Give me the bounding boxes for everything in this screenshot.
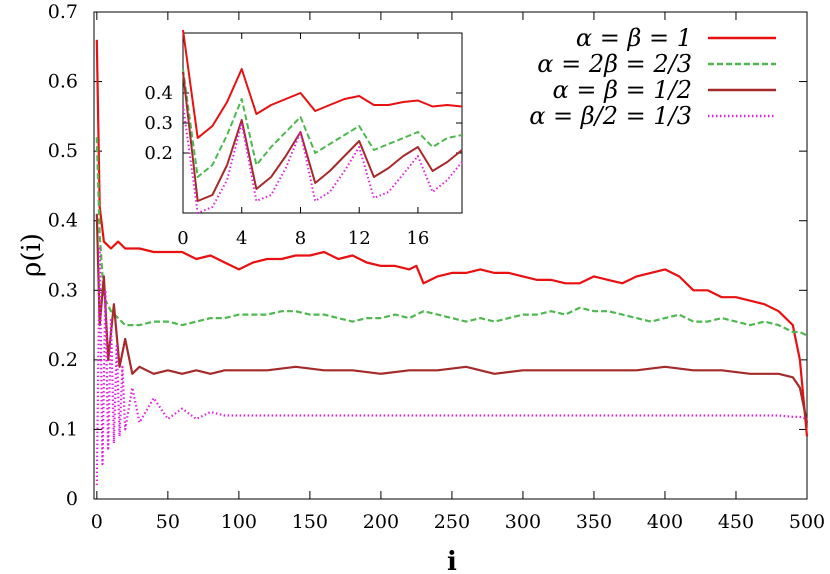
y-tick-label: 0.4 xyxy=(48,210,78,232)
main-plot-frame xyxy=(93,11,808,500)
inset-series-line-3 xyxy=(182,71,463,202)
y-tick-label: 0 xyxy=(66,488,78,510)
main-series-group xyxy=(95,39,809,486)
inset-series-line-4 xyxy=(182,104,463,214)
y-axis-label: ρ(i) xyxy=(17,233,47,277)
x-tick-label: 100 xyxy=(221,511,257,533)
legend-label-4: α = β/2 = 1/3 xyxy=(529,102,692,130)
inset-x-tick-label: 8 xyxy=(295,228,306,249)
inset-axis-ticks: 0 4 8 12 16 0.2 0.3 0.4 xyxy=(144,33,462,249)
inset-y-tick-label: 0.3 xyxy=(144,113,173,134)
main-axis-ticks: 0 50 100 150 200 250 300 350 400 450 500 0 0.1 0.2 0.3… xyxy=(48,1,825,533)
x-tick-label: 150 xyxy=(292,511,328,533)
series-line-2 xyxy=(95,137,808,337)
y-tick-label: 0.6 xyxy=(48,71,78,93)
x-tick-label: 300 xyxy=(505,511,541,533)
inset-x-tick-label: 16 xyxy=(406,228,429,249)
y-tick-label: 0.7 xyxy=(48,1,78,23)
legend-label-3: α = β = 1/2 xyxy=(553,76,692,104)
inset-y-tick-label: 0.4 xyxy=(144,83,173,104)
inset-series-line-1 xyxy=(182,29,463,139)
inset-plot-frame xyxy=(182,32,463,214)
x-axis-label: i xyxy=(447,547,457,574)
legend-label-2: α = 2β = 2/3 xyxy=(537,50,692,78)
inset-x-tick-label: 0 xyxy=(177,228,188,249)
x-tick-label: 500 xyxy=(789,511,825,533)
inset-x-tick-label: 4 xyxy=(236,228,247,249)
x-tick-label: 350 xyxy=(576,511,612,533)
y-tick-label: 0.2 xyxy=(48,349,78,371)
series-line-4 xyxy=(95,247,808,486)
y-tick-label: 0.1 xyxy=(48,418,78,440)
y-tick-label: 0.3 xyxy=(48,279,78,301)
inset-series-group xyxy=(182,29,463,214)
legend: α = β = 1α = 2β = 2/3α = β = 1/2α = β/2 … xyxy=(529,24,776,130)
x-tick-label: 400 xyxy=(647,511,683,533)
legend-label-1: α = β = 1 xyxy=(576,24,692,52)
inset-y-tick-label: 0.2 xyxy=(144,143,173,164)
series-line-3 xyxy=(95,213,809,423)
x-tick-label: 200 xyxy=(363,511,399,533)
x-tick-label: 50 xyxy=(156,511,180,533)
x-tick-label: 250 xyxy=(434,511,470,533)
inset-x-tick-label: 12 xyxy=(348,228,371,249)
x-tick-label: 450 xyxy=(718,511,754,533)
x-tick-label: 0 xyxy=(91,511,103,533)
y-tick-label: 0.5 xyxy=(48,140,78,162)
series-line-1 xyxy=(95,39,809,437)
inset-series-line-2 xyxy=(182,68,463,178)
